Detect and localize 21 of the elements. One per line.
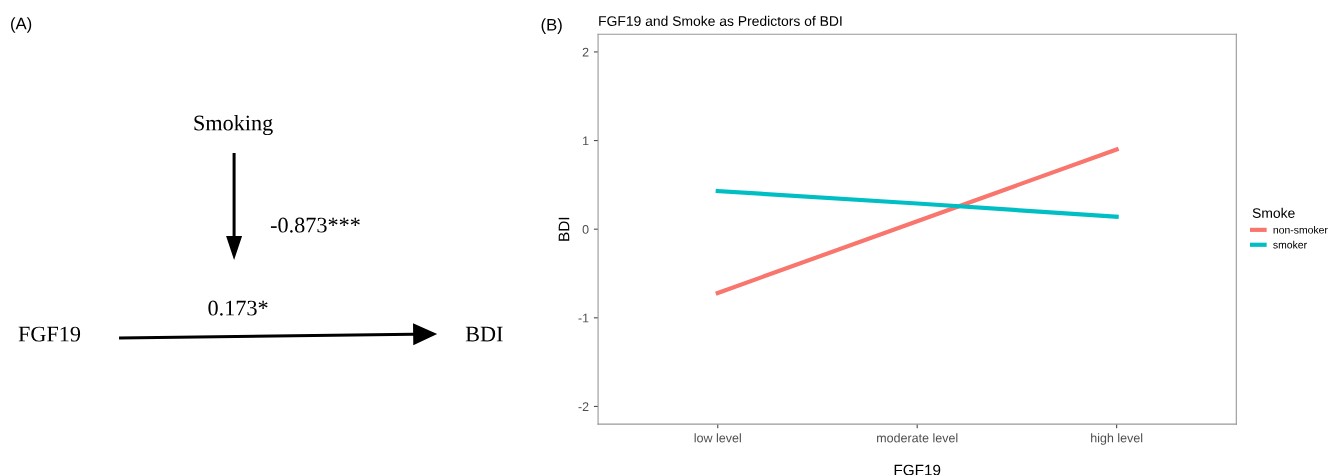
y-tick-label: 2 [582,47,589,57]
legend-label: non-smoker [1273,225,1328,234]
text: 0.173* [208,300,268,316]
x-tick-label: low level [694,433,741,443]
legend-label: smoker [1273,240,1307,249]
x-tick-label: moderate level [877,433,958,443]
y-tick-label: 1 [583,136,589,146]
x-axis-title: FGF19 [894,464,941,475]
y-tick-label: 0 [582,224,589,234]
text: -0.873*** [270,217,360,233]
y-tick-label: -1 [578,313,589,323]
text: Smoking [194,114,273,136]
x-tick-label: high level [1091,433,1143,445]
y-axis-title: BDI [558,217,570,241]
chart-title: FGF19 and Smoke as Predictors of BDI [599,15,842,26]
y-tick-label: -2 [578,402,589,411]
legend-title: Smoke [1252,207,1295,218]
text: FGF19 [18,326,81,342]
text: (A) [11,17,32,33]
text: (B) [541,18,562,34]
text: BDI [465,326,503,342]
